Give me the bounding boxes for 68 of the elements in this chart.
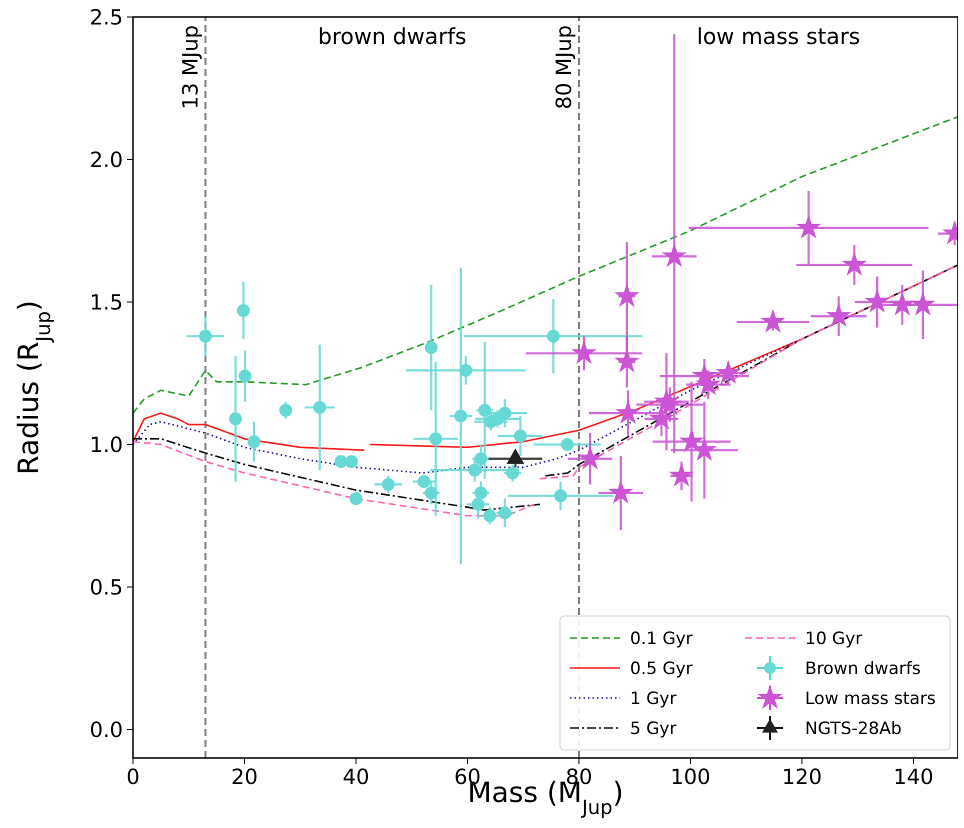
point [199, 330, 212, 343]
point [658, 392, 682, 414]
point [382, 478, 395, 491]
y-tick-label: 0.5 [90, 575, 123, 600]
y-tick-label: 1.0 [90, 432, 123, 457]
y-tick-label: 1.5 [90, 290, 123, 314]
annotation: low mass stars [696, 25, 860, 50]
point [334, 455, 348, 468]
point [609, 480, 632, 503]
y-tick-label: 2.0 [90, 148, 123, 172]
x-tick-label: 20 [231, 765, 258, 789]
point [345, 455, 358, 468]
point [680, 430, 704, 452]
annotation: brown dwarfs [318, 25, 467, 50]
point [615, 284, 638, 306]
line-series [133, 116, 958, 414]
point [797, 216, 820, 238]
point [890, 292, 914, 315]
x-tick-label: 140 [893, 765, 934, 789]
point [418, 475, 430, 488]
point [429, 432, 442, 446]
legend-label: Brown dwarfs [805, 658, 921, 679]
point [615, 350, 638, 372]
ref-line-label: 13 MJup [178, 25, 202, 110]
point [459, 364, 472, 377]
point [229, 412, 242, 426]
point [662, 244, 686, 266]
point [313, 401, 326, 414]
point [616, 401, 640, 423]
point [350, 492, 362, 506]
point [911, 292, 934, 315]
point [560, 438, 574, 451]
legend-label: 1 Gyr [630, 688, 676, 709]
legend-label: 5 Gyr [630, 718, 676, 739]
point [248, 435, 260, 448]
point [546, 330, 560, 343]
point [498, 406, 512, 420]
point [578, 446, 602, 469]
x-tick-label: 0 [126, 765, 140, 789]
point [468, 464, 482, 477]
point [761, 310, 784, 332]
legend-label: 0.5 Gyr [630, 658, 693, 679]
point [472, 498, 484, 511]
legend-label: 0.1 Gyr [630, 628, 693, 649]
ref-line-label: 80 MJup [552, 25, 576, 110]
point [514, 430, 527, 442]
point [696, 372, 720, 394]
point [572, 341, 596, 364]
point [236, 304, 250, 317]
x-tick-label: 120 [782, 765, 822, 789]
point [670, 464, 694, 486]
point [424, 486, 438, 500]
point [238, 370, 252, 383]
y-tick-label: 0.0 [90, 718, 123, 742]
point [827, 304, 850, 326]
point [424, 341, 438, 354]
point [474, 486, 488, 500]
point [842, 252, 866, 275]
point [554, 489, 567, 502]
x-tick-label: 40 [342, 765, 370, 789]
legend-label: NGTS-28Ab [805, 718, 902, 739]
y-tick-label: 2.5 [90, 5, 123, 30]
point [279, 404, 292, 417]
legend-label: 10 Gyr [805, 628, 862, 649]
point [454, 410, 468, 422]
x-tick-label: 100 [670, 765, 710, 789]
point [866, 290, 889, 312]
legend-label: Low mass stars [805, 688, 936, 709]
